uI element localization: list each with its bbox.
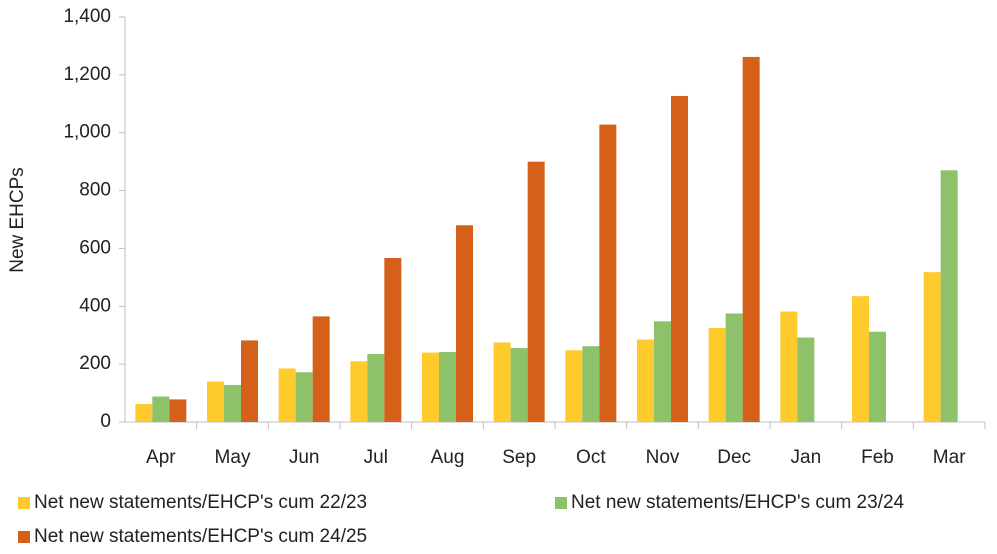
bar	[312, 316, 330, 422]
y-tick-label: 400	[79, 295, 111, 316]
bar	[582, 346, 600, 422]
bar	[439, 351, 456, 422]
y-axis-label: New EHCPs	[7, 167, 28, 273]
bar	[565, 350, 583, 422]
bar	[742, 56, 760, 423]
x-tick-label: Sep	[502, 447, 536, 468]
legend-swatch	[18, 497, 30, 509]
x-tick-label: May	[215, 447, 251, 468]
bar	[797, 337, 815, 422]
legend-swatch	[555, 497, 567, 509]
bar	[241, 340, 258, 422]
bar	[780, 311, 798, 422]
bar	[367, 354, 385, 422]
bar	[654, 321, 671, 422]
bar	[152, 396, 170, 422]
bar	[637, 339, 654, 422]
bar	[384, 257, 402, 422]
x-tick-label: Dec	[717, 447, 751, 468]
y-tick-label: 1,200	[63, 64, 111, 85]
x-tick-label: Jun	[289, 447, 320, 468]
bar	[852, 296, 869, 422]
y-tick-label: 600	[79, 237, 111, 258]
bar	[940, 170, 958, 422]
bar	[169, 399, 187, 422]
legend-swatch	[18, 531, 30, 543]
bar	[725, 313, 743, 422]
x-tick-label: Feb	[861, 447, 894, 468]
bar	[527, 161, 545, 422]
bar	[708, 327, 726, 422]
bar	[923, 272, 941, 422]
x-tick-label: Apr	[146, 447, 176, 468]
x-tick-label: Mar	[933, 447, 966, 468]
x-tick-label: Jan	[791, 447, 822, 468]
bar	[207, 381, 224, 422]
bar	[278, 368, 296, 422]
bar	[869, 331, 886, 422]
x-tick-label: Oct	[576, 447, 606, 468]
legend-label: Net new statements/EHCP's cum 22/23	[34, 492, 367, 513]
bar	[422, 352, 439, 422]
y-tick-label: 1,400	[63, 6, 111, 27]
bar	[456, 225, 473, 422]
legend-label: Net new statements/EHCP's cum 23/24	[571, 492, 905, 513]
x-tick-label: Aug	[431, 447, 465, 468]
x-tick-label: Nov	[646, 447, 680, 468]
bar	[671, 95, 688, 422]
y-tick-label: 0	[100, 411, 111, 432]
x-tick-label: Jul	[364, 447, 388, 468]
legend-label: Net new statements/EHCP's cum 24/25	[34, 526, 367, 547]
bar	[493, 342, 511, 422]
y-tick-label: 200	[79, 353, 111, 374]
bar	[224, 384, 241, 422]
bar	[510, 347, 528, 422]
bar	[135, 404, 153, 422]
y-tick-label: 800	[79, 180, 111, 201]
bar	[295, 372, 313, 422]
bar	[599, 124, 617, 422]
y-tick-label: 1,000	[63, 122, 111, 143]
bar	[350, 361, 368, 422]
